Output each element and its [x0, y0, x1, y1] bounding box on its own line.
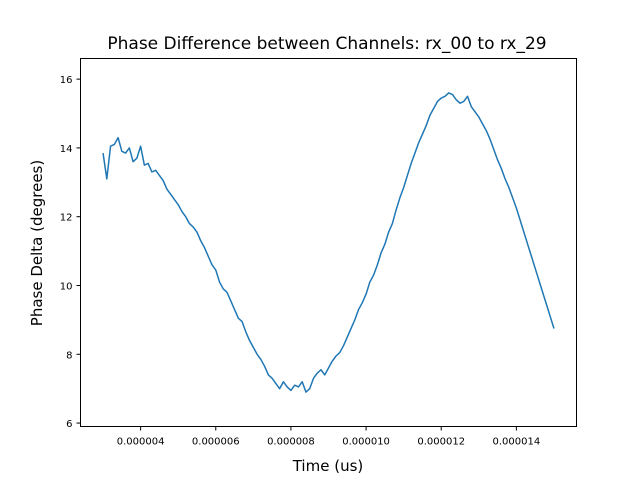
x-tick-label: 0.000012	[417, 437, 465, 448]
x-tick-label: 0.000006	[192, 437, 240, 448]
x-tick-label: 0.000014	[493, 437, 541, 448]
y-axis-ticks: 6 8 10 12 14 16	[60, 75, 81, 430]
x-tick-label: 0.000004	[117, 437, 165, 448]
y-tick-label: 6	[66, 419, 72, 430]
y-tick-label: 8	[66, 350, 72, 361]
x-tick-label: 0.000010	[342, 437, 390, 448]
plot-frame	[80, 58, 577, 427]
y-tick-label: 10	[60, 281, 73, 292]
x-axis-ticks: 0.000004 0.000006 0.000008 0.000010 0.000012…	[117, 426, 541, 448]
series-line	[102, 92, 555, 393]
y-tick-label: 14	[60, 144, 73, 155]
y-tick-label: 12	[60, 213, 73, 224]
y-tick-label: 16	[60, 75, 73, 86]
x-axis-label: Time (us)	[292, 457, 364, 475]
y-axis-label: Phase Delta (degrees)	[28, 160, 46, 326]
chart-title: Phase Difference between Channels: rx_00…	[107, 34, 546, 54]
x-tick-label: 0.000008	[267, 437, 315, 448]
series-layer	[102, 92, 555, 393]
